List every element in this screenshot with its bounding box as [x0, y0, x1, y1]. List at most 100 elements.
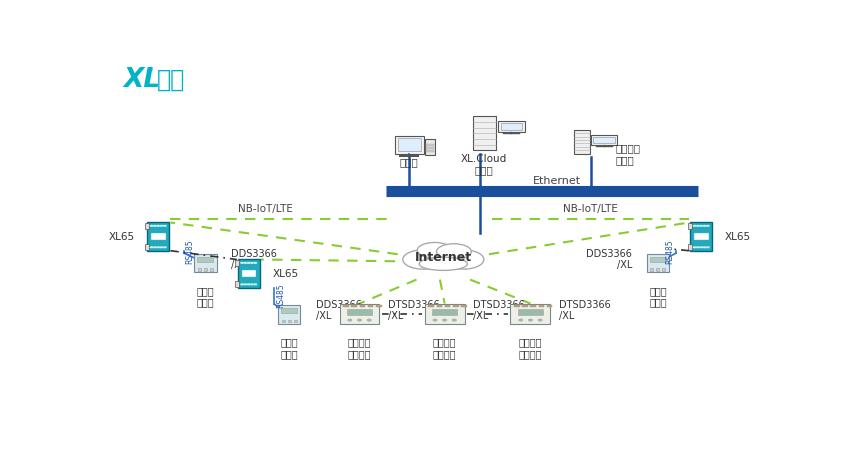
FancyBboxPatch shape [473, 116, 497, 150]
Circle shape [150, 225, 154, 227]
Text: DTSD3366
/XL: DTSD3366 /XL [559, 300, 611, 322]
Text: Internet: Internet [414, 251, 472, 264]
Circle shape [159, 225, 163, 227]
FancyBboxPatch shape [147, 222, 170, 251]
Text: RS485: RS485 [276, 284, 285, 308]
FancyBboxPatch shape [539, 305, 544, 307]
FancyBboxPatch shape [368, 305, 374, 307]
FancyBboxPatch shape [425, 139, 435, 154]
Circle shape [247, 283, 251, 285]
Circle shape [529, 319, 533, 321]
FancyBboxPatch shape [530, 305, 536, 307]
FancyBboxPatch shape [194, 254, 216, 273]
FancyBboxPatch shape [647, 254, 669, 273]
FancyBboxPatch shape [518, 309, 543, 315]
Text: NB-IoT/LTE: NB-IoT/LTE [238, 204, 293, 214]
FancyBboxPatch shape [688, 244, 692, 250]
Circle shape [243, 262, 247, 264]
FancyBboxPatch shape [547, 305, 553, 307]
Circle shape [696, 225, 700, 227]
FancyBboxPatch shape [650, 256, 666, 262]
FancyBboxPatch shape [351, 305, 357, 307]
FancyBboxPatch shape [657, 268, 659, 271]
FancyBboxPatch shape [235, 281, 240, 287]
FancyBboxPatch shape [340, 304, 380, 324]
Circle shape [706, 225, 710, 227]
Circle shape [702, 246, 707, 248]
Text: 宿舍用
电采集: 宿舍用 电采集 [196, 286, 215, 308]
FancyBboxPatch shape [574, 130, 590, 154]
Circle shape [157, 225, 160, 227]
FancyBboxPatch shape [694, 233, 708, 240]
FancyBboxPatch shape [510, 304, 550, 324]
Circle shape [240, 262, 244, 264]
FancyBboxPatch shape [347, 309, 372, 315]
Text: DDS3366
/XL: DDS3366 /XL [316, 300, 362, 322]
FancyBboxPatch shape [426, 144, 433, 146]
Text: XL: XL [123, 67, 160, 93]
FancyBboxPatch shape [437, 305, 442, 307]
FancyBboxPatch shape [235, 260, 240, 266]
FancyBboxPatch shape [515, 305, 520, 307]
Circle shape [150, 246, 154, 248]
Text: XL65: XL65 [109, 232, 135, 241]
FancyBboxPatch shape [241, 270, 256, 277]
Text: 信立: 信立 [157, 67, 185, 91]
FancyBboxPatch shape [426, 151, 433, 152]
Circle shape [699, 246, 703, 248]
Circle shape [253, 283, 257, 285]
FancyBboxPatch shape [293, 320, 297, 322]
Text: RS485: RS485 [185, 240, 195, 264]
FancyBboxPatch shape [445, 305, 451, 307]
Circle shape [693, 246, 696, 248]
Circle shape [153, 246, 157, 248]
FancyBboxPatch shape [522, 305, 529, 307]
Circle shape [706, 246, 710, 248]
Circle shape [240, 283, 244, 285]
Circle shape [250, 262, 254, 264]
Circle shape [163, 246, 167, 248]
Text: 施工设备
用电采集: 施工设备 用电采集 [519, 337, 542, 359]
FancyBboxPatch shape [498, 120, 525, 131]
FancyBboxPatch shape [428, 305, 434, 307]
FancyBboxPatch shape [197, 256, 214, 262]
Circle shape [699, 225, 703, 227]
Circle shape [519, 319, 523, 321]
Circle shape [693, 225, 696, 227]
FancyBboxPatch shape [281, 308, 297, 313]
Ellipse shape [437, 244, 471, 260]
Circle shape [367, 319, 371, 321]
FancyBboxPatch shape [151, 233, 166, 240]
Text: XL.Cloud
服务器: XL.Cloud 服务器 [460, 154, 507, 175]
FancyBboxPatch shape [688, 223, 692, 229]
Text: 宿舍用
电采集: 宿舍用 电采集 [280, 337, 298, 359]
FancyBboxPatch shape [394, 136, 424, 154]
Circle shape [702, 225, 707, 227]
Text: 操作站: 操作站 [400, 157, 419, 167]
Ellipse shape [403, 250, 444, 269]
Circle shape [159, 246, 163, 248]
Circle shape [348, 319, 352, 321]
FancyBboxPatch shape [591, 135, 618, 145]
FancyBboxPatch shape [398, 138, 420, 151]
FancyBboxPatch shape [650, 268, 653, 271]
FancyBboxPatch shape [663, 268, 665, 271]
Circle shape [452, 319, 457, 321]
Circle shape [243, 283, 247, 285]
FancyBboxPatch shape [144, 244, 149, 250]
FancyBboxPatch shape [501, 123, 522, 130]
Circle shape [157, 246, 160, 248]
Circle shape [250, 283, 254, 285]
Circle shape [153, 225, 157, 227]
FancyBboxPatch shape [144, 223, 149, 229]
Text: 施工设备
用电采集: 施工设备 用电采集 [348, 337, 371, 359]
FancyBboxPatch shape [343, 305, 349, 307]
Circle shape [247, 262, 251, 264]
Circle shape [696, 246, 700, 248]
Text: XL65: XL65 [272, 268, 298, 278]
FancyBboxPatch shape [375, 305, 381, 307]
Text: DDS3366
/XL: DDS3366 /XL [231, 249, 277, 270]
FancyBboxPatch shape [238, 259, 260, 289]
FancyBboxPatch shape [210, 268, 213, 271]
FancyBboxPatch shape [452, 305, 458, 307]
